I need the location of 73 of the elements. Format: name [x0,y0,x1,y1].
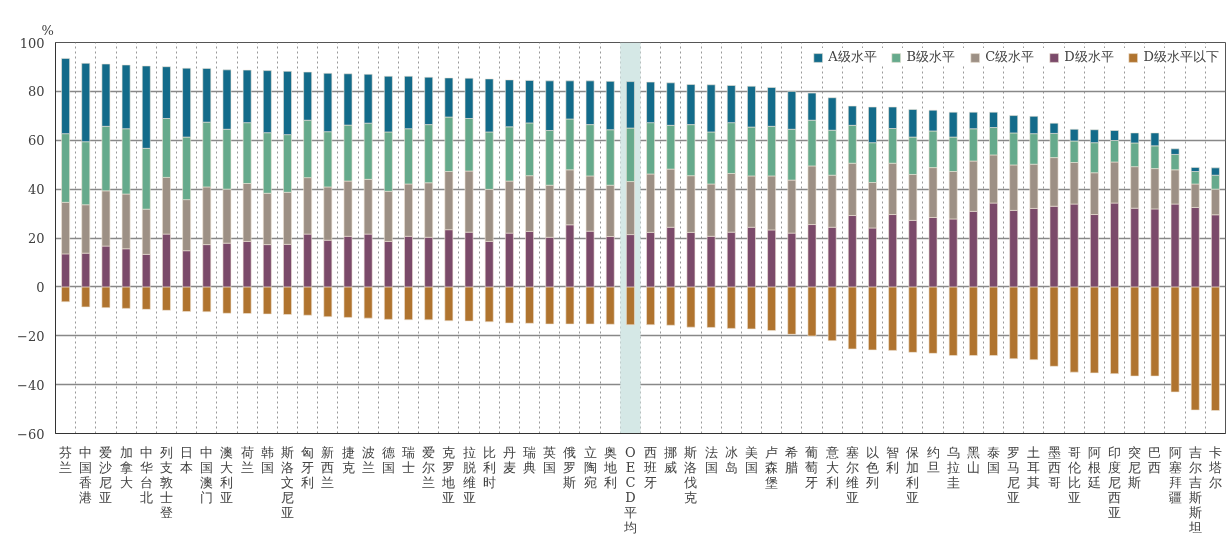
x-tick-label: 卡塔尔 [1207,444,1222,490]
x-tick-label: 墨西哥 [1047,444,1061,490]
x-tick-label: 巴西 [1148,444,1162,475]
x-tick-label: 加拿大 [119,444,133,490]
x-tick-label: 葡萄牙 [805,444,819,490]
x-tick-label: 奥地利 [602,444,617,490]
x-tick-label: 波兰 [361,444,375,475]
legend-label: C级水平 [985,48,1035,66]
y-tick-label: −60 [17,426,45,442]
x-tick-label: 意大利 [824,444,839,490]
y-axis-title: % [41,22,54,38]
x-tick-label: 约旦 [926,444,940,475]
x-tick-label: 中国澳门 [200,444,214,505]
x-tick-label: 西班牙 [644,444,658,490]
x-tick-label: 芬兰 [59,444,73,475]
x-tick-label: 瑞典 [523,444,537,475]
x-tick-label: 列支敦士登 [159,444,173,520]
legend-label: D级水平以下 [1143,48,1219,66]
x-tick-label: 荷兰 [240,444,254,475]
x-tick-label: 智利 [886,444,900,475]
y-tick-label: −20 [17,328,45,344]
x-tick-label: 法国 [704,444,718,475]
x-tick-label: 瑞士 [402,444,416,475]
x-tick-label: 斯洛伐克 [684,444,698,505]
x-tick-label: 阿根廷 [1086,444,1101,490]
x-tick-label: 希腊 [785,444,799,475]
x-tick-label: 中国香港 [79,444,93,505]
x-tick-label: 吉尔吉斯斯坦 [1187,444,1202,535]
legend-label: D级水平 [1064,48,1114,66]
x-tick-label: 英国 [543,444,557,475]
x-tick-label: OECD平均 [622,444,637,535]
x-tick-label: 冰岛 [724,444,738,475]
x-tick-label: 日本 [180,444,194,475]
x-tick-label: 土耳其 [1027,444,1041,490]
x-tick-label: 泰国 [987,444,1001,475]
y-tick-label: 40 [27,182,45,198]
x-tick-label: 乌拉圭 [946,444,960,490]
x-tick-label: 新西兰 [321,444,335,490]
x-tick-label: 立陶宛 [583,444,597,490]
x-tick-label: 以色列 [865,444,879,490]
x-tick-label: 塞尔维亚 [845,444,859,505]
x-tick-label: 匈牙利 [301,444,315,490]
x-tick-label: 韩国 [260,444,274,475]
x-tick-label: 哥伦比亚 [1067,444,1081,505]
x-tick-label: 中华台北 [139,444,153,505]
legend-label: B级水平 [906,48,956,66]
x-tick-label: 爱沙尼亚 [99,444,113,505]
y-tick-label: 0 [36,279,45,295]
y-tick-label: 80 [27,84,45,100]
legend-label: A级水平 [828,48,877,66]
x-tick-label: 挪威 [664,444,678,475]
x-tick-label: 阿塞拜疆 [1168,444,1182,505]
x-tick-label: 卢森堡 [765,444,779,490]
x-tick-label: 爱尔兰 [422,444,436,490]
x-tick-label: 突尼斯 [1128,444,1142,490]
x-tick-label: 克罗地亚 [441,444,456,505]
x-tick-label: 比利时 [482,444,496,490]
x-tick-label: 斯洛文尼亚 [280,444,294,520]
y-tick-label: 60 [27,133,45,149]
x-tick-label: 罗马尼亚 [1007,444,1021,505]
x-tick-label: 德国 [381,444,395,475]
x-tick-label: 黑山 [966,444,980,475]
x-tick-label: 丹麦 [502,444,516,475]
x-tick-label: 捷克 [341,444,355,475]
y-tick-label: 20 [27,231,45,246]
x-tick-label: 拉脱维亚 [462,444,476,505]
x-tick-label: 保加利亚 [906,444,920,505]
y-tick-label: 100 [19,35,45,51]
x-tick-label: 印度尼西亚 [1108,444,1122,520]
y-tick-label: −40 [17,377,45,393]
x-tick-label: 美国 [744,444,758,475]
x-tick-label: 俄罗斯 [563,444,577,490]
x-tick-label: 澳大利亚 [220,444,234,505]
